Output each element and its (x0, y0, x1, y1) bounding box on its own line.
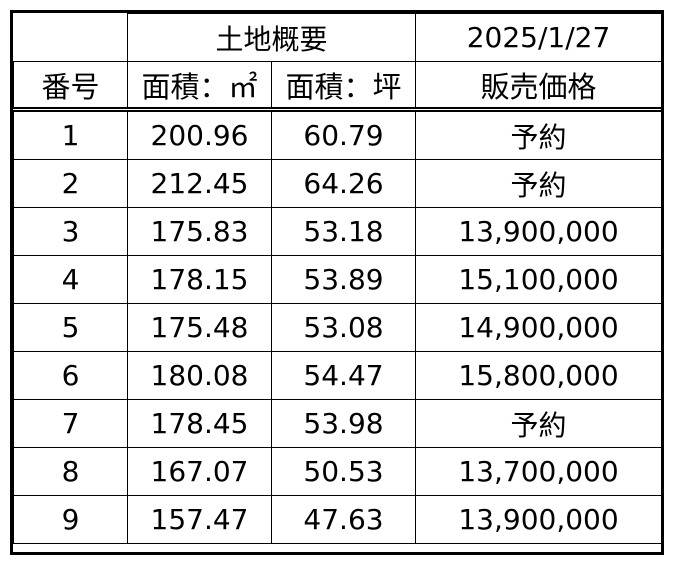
lot-number-cell: 5 (13, 303, 128, 352)
area-tsubo-cell: 50.53 (270, 447, 417, 496)
area-tsubo-cell: 53.89 (270, 255, 417, 304)
header-row-columns: 番号 面積：㎡ 面積：坪 販売価格 (13, 61, 663, 112)
price-cell: 予約 (415, 159, 663, 208)
price-cell: 15,800,000 (415, 351, 663, 400)
corner-cell (13, 13, 128, 62)
date-cell: 2025/1/27 (415, 13, 663, 62)
area-m2-cell: 157.47 (127, 495, 272, 544)
column-header-area-tsubo: 面積：坪 (270, 61, 417, 112)
area-m2-cell: 175.48 (127, 303, 272, 352)
table-row: 3 175.83 53.18 13,900,000 (13, 207, 663, 256)
area-tsubo-cell: 47.63 (270, 495, 417, 544)
price-cell: 13,900,000 (415, 207, 663, 256)
price-cell: 15,100,000 (415, 255, 663, 304)
table-row: 9 157.47 47.63 13,900,000 (13, 495, 663, 544)
area-m2-cell: 175.83 (127, 207, 272, 256)
area-m2-cell: 167.07 (127, 447, 272, 496)
lot-number-cell: 7 (13, 399, 128, 448)
area-tsubo-cell: 53.98 (270, 399, 417, 448)
table-row: 8 167.07 50.53 13,700,000 (13, 447, 663, 496)
lot-number-cell: 2 (13, 159, 128, 208)
area-m2-cell: 178.15 (127, 255, 272, 304)
header-row-top: 土地概要 2025/1/27 (13, 13, 663, 62)
column-header-area-m2: 面積：㎡ (127, 61, 272, 112)
land-summary-table: 土地概要 2025/1/27 番号 面積：㎡ 面積：坪 販売価格 1 200.96… (13, 13, 663, 544)
price-cell: 14,900,000 (415, 303, 663, 352)
lot-number-cell: 3 (13, 207, 128, 256)
area-m2-cell: 200.96 (127, 109, 272, 160)
area-tsubo-cell: 64.26 (270, 159, 417, 208)
lot-number-cell: 4 (13, 255, 128, 304)
area-m2-cell: 180.08 (127, 351, 272, 400)
area-tsubo-cell: 54.47 (270, 351, 417, 400)
column-header-number: 番号 (13, 61, 128, 112)
group-title: 土地概要 (126, 13, 417, 62)
lot-number-cell: 9 (13, 495, 128, 544)
lot-number-cell: 6 (13, 351, 128, 400)
table-row: 1 200.96 60.79 予約 (13, 109, 663, 160)
area-tsubo-cell: 53.08 (270, 303, 417, 352)
price-cell: 13,700,000 (415, 447, 663, 496)
area-tsubo-cell: 53.18 (270, 207, 417, 256)
price-cell: 予約 (415, 399, 663, 448)
table-row: 4 178.15 53.89 15,100,000 (13, 255, 663, 304)
price-cell: 13,900,000 (415, 495, 663, 544)
table-row: 2 212.45 64.26 予約 (13, 159, 663, 208)
column-header-price: 販売価格 (415, 61, 663, 112)
lot-number-cell: 1 (13, 109, 128, 160)
table-row: 6 180.08 54.47 15,800,000 (13, 351, 663, 400)
table-row: 7 178.45 53.98 予約 (13, 399, 663, 448)
price-cell: 予約 (415, 109, 663, 160)
table-row: 5 175.48 53.08 14,900,000 (13, 303, 663, 352)
area-m2-cell: 212.45 (127, 159, 272, 208)
land-summary-sheet: 土地概要 2025/1/27 番号 面積：㎡ 面積：坪 販売価格 1 200.96… (10, 10, 664, 555)
area-tsubo-cell: 60.79 (270, 109, 417, 160)
area-m2-cell: 178.45 (127, 399, 272, 448)
lot-number-cell: 8 (13, 447, 128, 496)
